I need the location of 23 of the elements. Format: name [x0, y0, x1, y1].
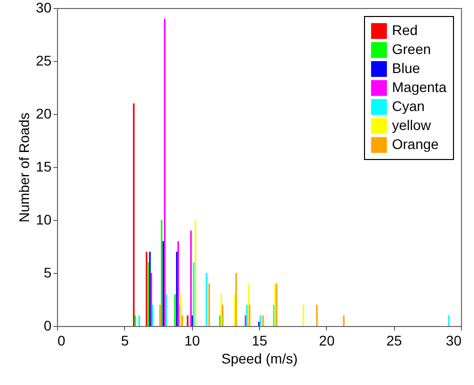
y-tick-label: 5: [44, 264, 52, 280]
x-tick-label: 10: [184, 332, 200, 348]
x-tick-label: 0: [58, 332, 66, 348]
x-tick-label: 15: [252, 332, 268, 348]
x-tick-label: 25: [386, 332, 402, 348]
legend-label: Cyan: [392, 98, 425, 114]
y-tick-label: 15: [36, 158, 52, 174]
legend-label: Red: [392, 22, 418, 38]
legend-label: Blue: [392, 60, 420, 76]
x-tick-label: 30: [446, 332, 462, 348]
y-tick-label: 0: [44, 318, 52, 334]
legend-label: Magenta: [392, 79, 447, 95]
y-tick-label: 30: [36, 0, 52, 16]
x-tick-label: 20: [319, 332, 335, 348]
y-tick-label: 10: [36, 212, 52, 228]
legend-label: yellow: [392, 117, 432, 133]
y-tick-label: 25: [36, 52, 52, 68]
x-tick-label: 5: [120, 332, 129, 348]
legend-label: Green: [392, 41, 431, 57]
y-tick-label: 20: [36, 106, 52, 122]
legend-label: Orange: [392, 136, 439, 152]
y-axis-title: Number of Roads: [16, 112, 32, 222]
x-axis-title: Speed (m/s): [221, 350, 298, 366]
